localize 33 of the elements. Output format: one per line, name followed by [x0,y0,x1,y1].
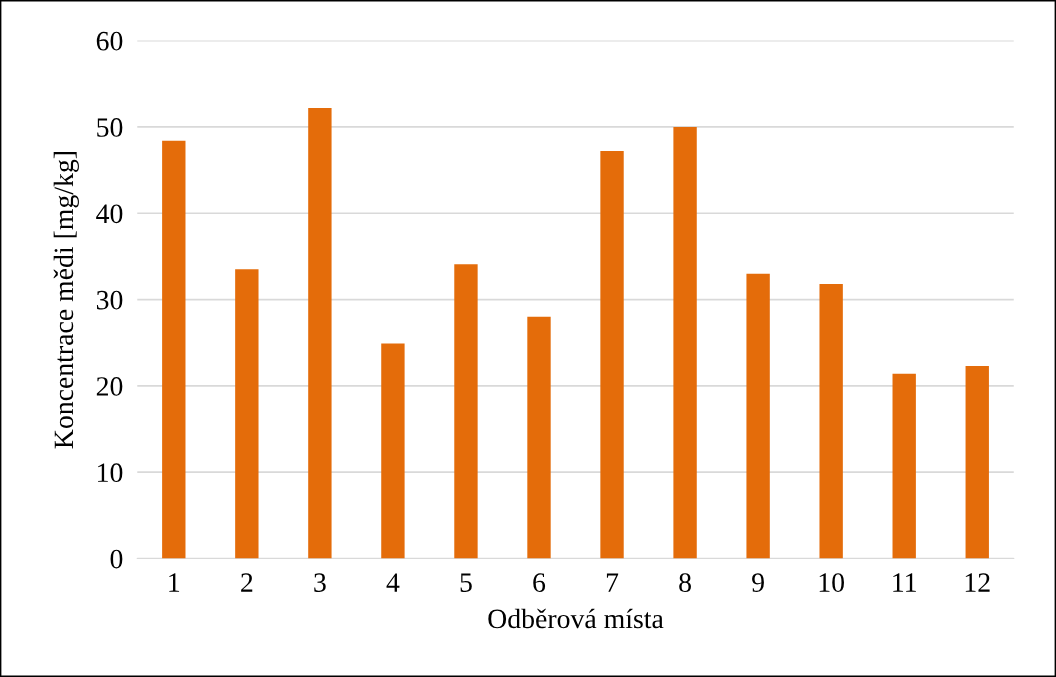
x-tick-label: 10 [819,573,844,592]
x-tick-label: 7 [606,573,619,592]
y-axis-title: Koncentrace mědi [mg/kg] [53,152,79,449]
x-tick-label: 1 [169,573,180,592]
x-tick-label: 5 [460,573,472,592]
x-tick-label: 4 [386,573,400,592]
y-tick-label: 30 [96,290,123,310]
y-tick-label: 0 [110,549,123,569]
y-tick-label: 60 [96,31,123,51]
y-tick-label: 20 [96,377,123,396]
bar [600,151,624,559]
x-tick-label: 2 [241,573,253,592]
bar [308,107,332,559]
x-tick-label: 12 [965,573,990,592]
x-tick-label: 8 [679,573,691,592]
bar [381,343,405,559]
bar [819,284,843,559]
bar [527,316,551,559]
x-axis-title: Odběrová místa [488,608,664,629]
bar [162,140,186,559]
y-tick-label: 40 [96,204,123,224]
x-tick-label: 3 [314,573,326,592]
bar [965,366,989,559]
x-tick-label: 6 [533,573,546,592]
bar [235,269,259,559]
bar [746,273,770,559]
bar [454,264,478,559]
y-tick-label: 10 [98,463,123,483]
x-tick-label: 11 [893,573,916,592]
bar [673,126,697,559]
bar [892,373,916,559]
x-tick-label: 9 [752,573,764,592]
y-tick-label: 50 [97,118,123,137]
